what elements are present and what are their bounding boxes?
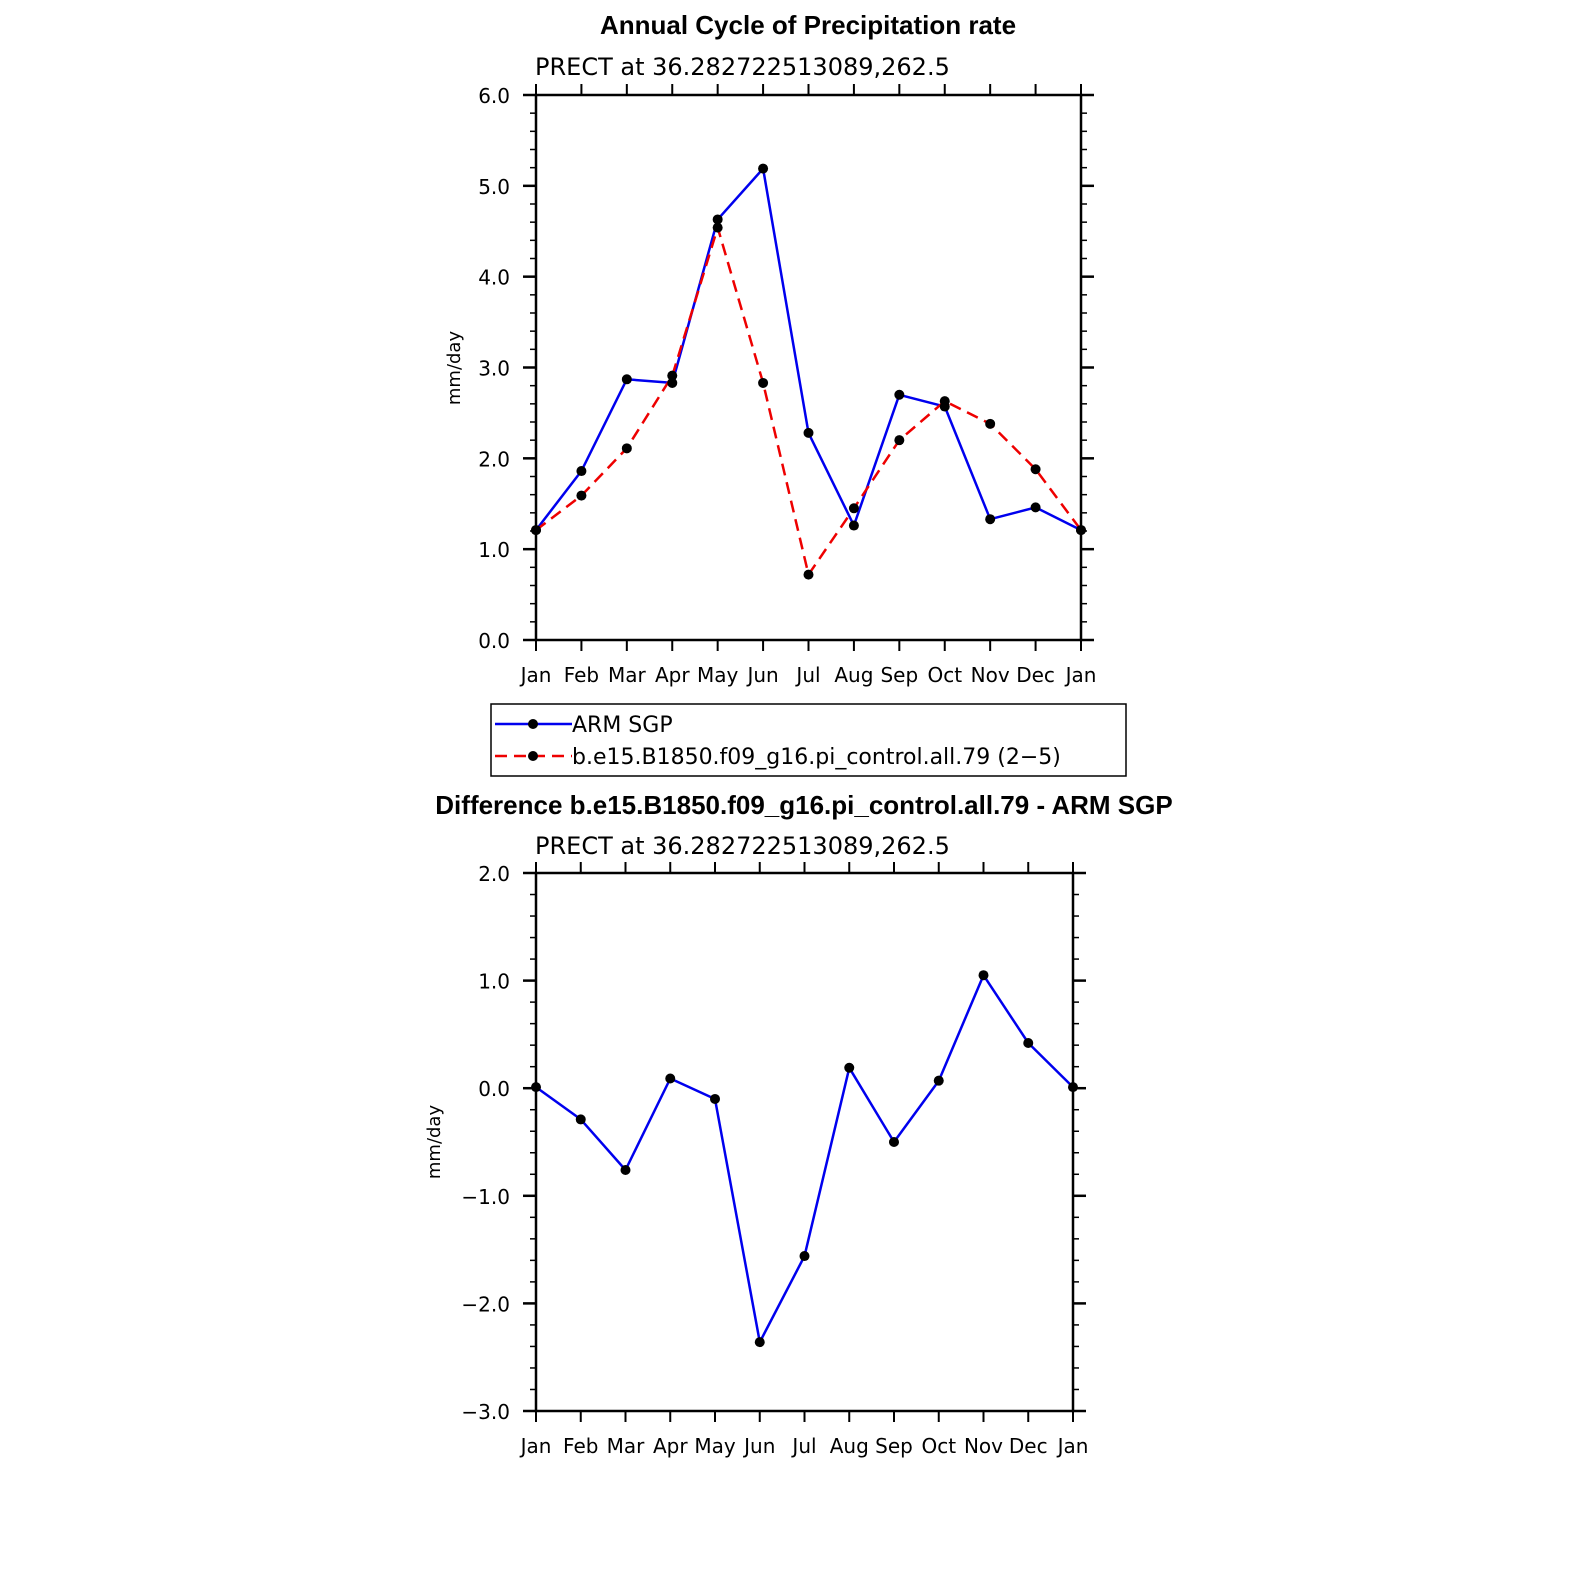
bottom-chart-plot: Jan Feb Mar Apr May Jun Jul Aug Sep Oct Nov Dec Jan−… — [461, 862, 1088, 1458]
top-series-0-point — [1030, 502, 1041, 513]
top-series-1-point — [985, 418, 996, 429]
top-series-1-point — [758, 377, 769, 388]
top-x-tick-label: Apr — [655, 663, 690, 687]
top-plot-frame — [534, 93, 1083, 642]
bottom-series-0-point — [799, 1251, 810, 1262]
legend-box — [490, 703, 1127, 777]
bottom-y-tick-label: −1.0 — [461, 1185, 510, 1209]
bottom-y-tick-label: −2.0 — [461, 1292, 510, 1316]
top-y-tick-label: 1.0 — [478, 538, 510, 562]
bottom-x-tick-label: May — [694, 1434, 736, 1458]
legend-marker-model — [528, 751, 538, 761]
bottom-y-tick-label: −3.0 — [461, 1400, 510, 1424]
bottom-x-tick-label: Feb — [563, 1434, 598, 1458]
top-series-0-point — [848, 520, 859, 531]
bottom-series-0-point — [933, 1075, 944, 1086]
bottom-series-0-point — [978, 970, 989, 981]
top-chart-subtitle: PRECT at 36.282722513089,262.5 — [535, 53, 950, 81]
bottom-series-0-point — [620, 1164, 631, 1175]
top-series-1-point — [576, 490, 587, 501]
bottom-y-tick-label: 1.0 — [478, 970, 510, 994]
top-chart-plot: Jan Feb Mar Apr May Jun Jul Aug Sep Oct Nov Dec Jan 0… — [478, 84, 1096, 687]
top-x-tick-label: Jan — [519, 663, 552, 687]
bottom-x-tick-label: Jul — [790, 1434, 816, 1458]
bottom-x-tick-label: Oct — [921, 1434, 956, 1458]
top-series-line-1 — [535, 226, 1083, 576]
top-series-0-point — [712, 214, 723, 225]
top-series-0-point — [576, 466, 587, 477]
bottom-x-tick-label: Jan — [519, 1434, 552, 1458]
top-series-line-0 — [535, 167, 1082, 532]
bottom-x-tick-label: Jun — [742, 1434, 775, 1458]
top-y-tick-label: 5.0 — [478, 175, 510, 199]
top-chart-title: Annual Cycle of Precipitation rate — [600, 10, 1016, 40]
top-series-1-point — [803, 569, 814, 580]
legend-label-model: b.e15.B1850.f09_g16.pi_control.all.79 (2… — [572, 745, 1061, 770]
bottom-series-0-point — [754, 1337, 765, 1348]
top-series-1-point — [848, 503, 859, 514]
top-x-tick-label: Oct — [927, 663, 962, 687]
top-series-0-point — [758, 163, 769, 174]
top-series-1-point — [894, 435, 905, 446]
top-series-0-point — [621, 374, 632, 385]
top-y-tick-label: 6.0 — [478, 84, 510, 108]
bottom-x-tick-label: Dec — [1009, 1434, 1048, 1458]
top-y-tick-label: 3.0 — [478, 357, 510, 381]
top-x-tick-label: Sep — [880, 663, 918, 687]
top-x-tick-label: May — [697, 663, 739, 687]
top-series-1-point — [531, 525, 541, 536]
top-y-tick-label: 0.0 — [478, 629, 510, 653]
top-x-tick-label: Mar — [608, 663, 647, 687]
top-x-tick-label: Nov — [971, 663, 1010, 687]
top-y-tick-label: 2.0 — [478, 447, 510, 471]
bottom-x-tick-label: Nov — [964, 1434, 1003, 1458]
top-series-1-point — [1076, 525, 1086, 536]
bottom-x-tick-label: Jan — [1056, 1434, 1089, 1458]
bottom-series-0-point — [1068, 1082, 1078, 1093]
bottom-series-0-point — [844, 1062, 855, 1073]
top-x-tick-label: Dec — [1016, 663, 1055, 687]
top-series-1-point — [712, 222, 723, 233]
top-chart-ylabel: mm/day — [444, 331, 465, 406]
top-series-1-point — [1030, 464, 1041, 475]
top-series-0-point — [803, 427, 814, 438]
bottom-series-line-0 — [535, 973, 1074, 1344]
legend-label-arm-sgp: ARM SGP — [572, 713, 673, 738]
bottom-series-0-point — [575, 1114, 586, 1125]
bottom-x-tick-label: Sep — [875, 1434, 913, 1458]
top-series-1-point — [939, 396, 950, 407]
top-series-1-point — [667, 370, 678, 381]
bottom-x-tick-label: Mar — [607, 1434, 646, 1458]
top-y-tick-label: 4.0 — [478, 266, 510, 290]
top-x-tick-label: Jan — [1064, 663, 1097, 687]
bottom-series-0-point — [710, 1093, 720, 1104]
bottom-chart-ylabel: mm/day — [424, 1105, 445, 1180]
bottom-y-tick-label: 2.0 — [478, 862, 510, 886]
bottom-plot-frame — [534, 871, 1075, 1413]
top-x-tick-label: Feb — [564, 663, 599, 687]
bottom-x-tick-label: Aug — [830, 1434, 869, 1458]
top-series-0-point — [985, 514, 996, 525]
top-x-tick-label: Jul — [794, 663, 820, 687]
bottom-series-0-point — [889, 1137, 899, 1147]
legend-marker-arm-sgp — [528, 719, 538, 729]
bottom-series-0-point — [1023, 1038, 1034, 1049]
bottom-x-tick-label: Apr — [653, 1434, 688, 1458]
bottom-series-0-point — [665, 1073, 676, 1084]
bottom-y-tick-label: 0.0 — [478, 1077, 510, 1101]
top-series-0-point — [894, 389, 905, 400]
bottom-series-0-point — [531, 1082, 541, 1093]
bottom-chart-title: Difference b.e15.B1850.f09_g16.pi_contro… — [435, 790, 1172, 820]
top-x-tick-label: Aug — [834, 663, 873, 687]
top-series-0-point — [667, 377, 678, 388]
top-x-tick-label: Jun — [745, 663, 778, 687]
bottom-chart-subtitle: PRECT at 36.282722513089,262.5 — [535, 832, 950, 860]
top-series-1-point — [621, 443, 632, 454]
legend: ARM SGP b.e15.B1850.f09_g16.pi_control.a… — [490, 703, 1127, 777]
